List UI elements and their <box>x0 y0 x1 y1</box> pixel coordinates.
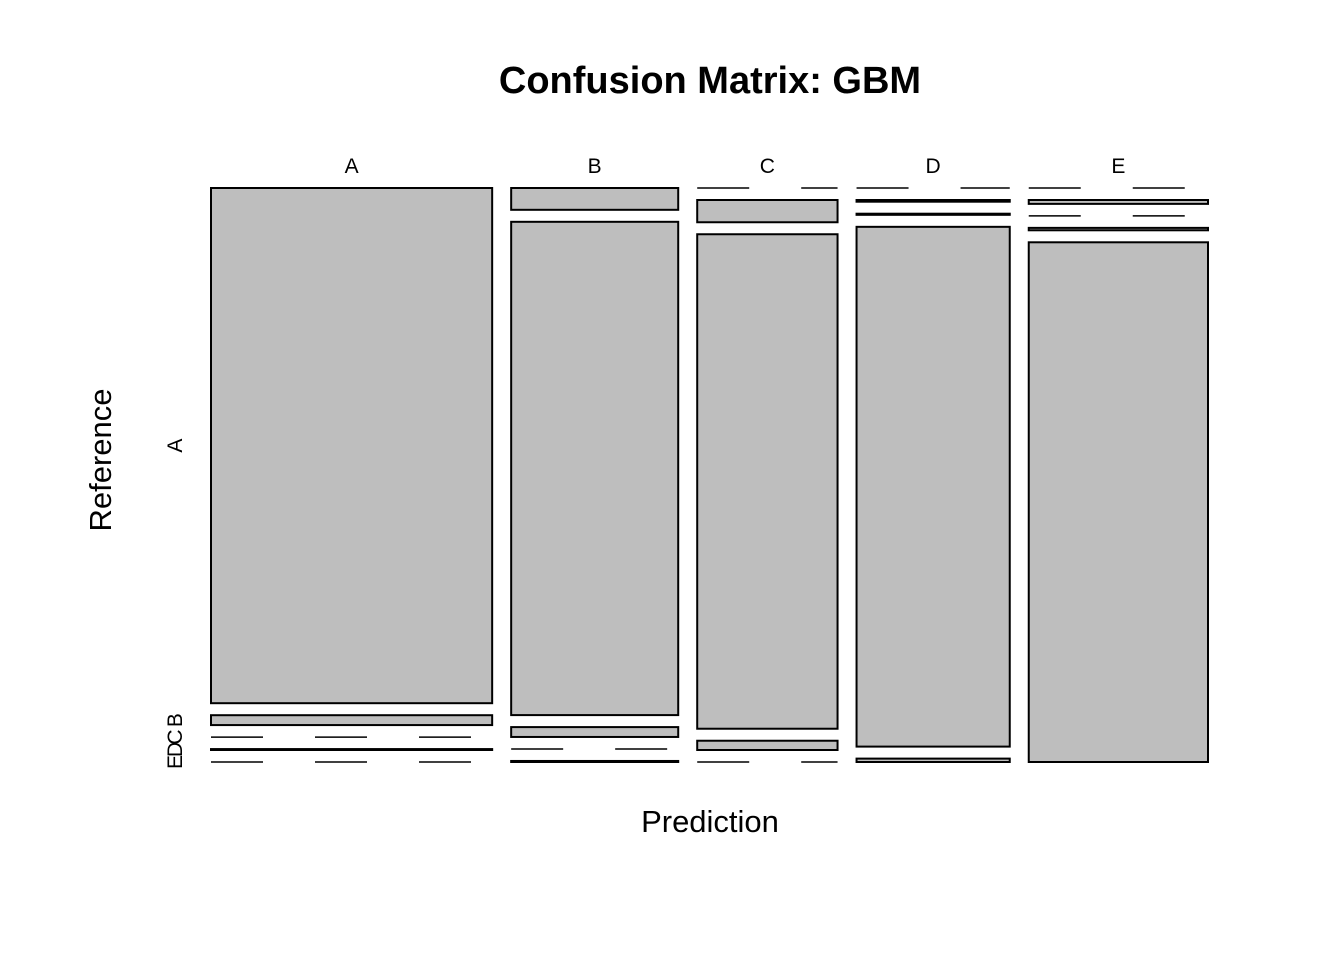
row-label-d: D <box>164 742 187 757</box>
cell-pred-e-ref-b <box>1027 199 1210 205</box>
row-label-a: A <box>164 439 187 453</box>
cell-pred-b-ref-b <box>510 220 680 717</box>
cell-pred-c-ref-b <box>696 199 839 224</box>
cell-pred-d-ref-b <box>855 199 1011 203</box>
cell-pred-b-ref-e <box>510 759 680 763</box>
column-label-d: D <box>926 155 941 178</box>
column-label-a: A <box>345 155 359 178</box>
cell-pred-e-ref-e <box>1027 241 1210 763</box>
row-label-c: C <box>164 729 187 744</box>
row-label-b: B <box>164 713 187 727</box>
cell-pred-d-ref-d <box>855 225 1011 748</box>
cell-pred-e-ref-d <box>1027 226 1210 232</box>
cell-pred-a-ref-a <box>210 187 494 705</box>
mosaic-cells <box>210 187 1210 763</box>
y-axis-title: Reference <box>83 388 118 531</box>
column-label-e: E <box>1111 155 1125 178</box>
cell-pred-a-ref-d <box>210 748 494 751</box>
column-label-b: B <box>588 155 602 178</box>
cell-pred-b-ref-c <box>510 726 680 738</box>
cell-pred-c-ref-c <box>696 233 839 730</box>
cell-pred-d-ref-e <box>855 757 1011 763</box>
cell-pred-a-ref-b <box>210 714 494 727</box>
cell-pred-c-ref-d <box>696 739 839 752</box>
column-labels: A B C D E <box>345 155 1126 178</box>
column-label-c: C <box>760 155 775 178</box>
chart-title: Confusion Matrix: GBM <box>499 60 921 102</box>
cell-pred-b-ref-a <box>510 187 680 211</box>
cell-pred-d-ref-c <box>855 212 1011 216</box>
x-axis-title: Prediction <box>641 804 779 839</box>
row-label-e: E <box>164 755 187 769</box>
